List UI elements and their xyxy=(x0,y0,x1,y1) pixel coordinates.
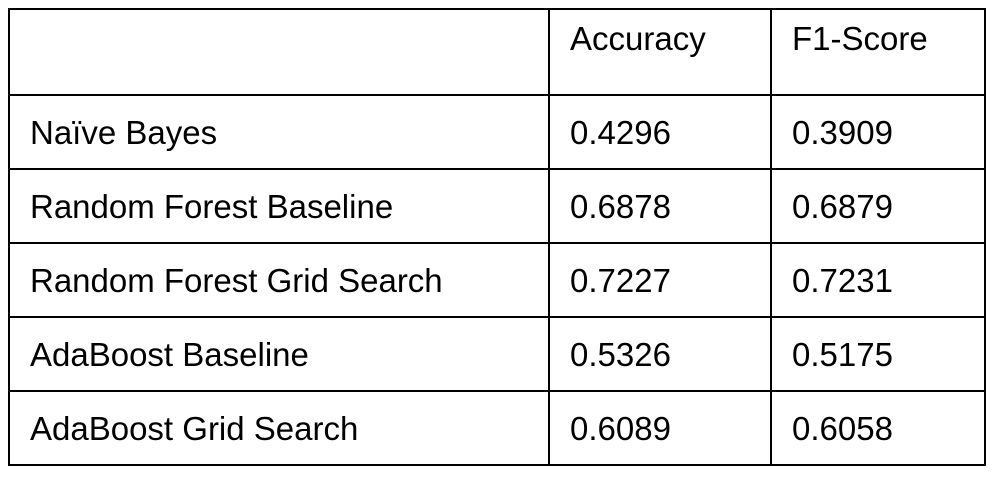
model-name-cell: AdaBoost Baseline xyxy=(8,316,550,392)
accuracy-cell: 0.6089 xyxy=(548,390,772,466)
model-name-cell: Naïve Bayes xyxy=(8,94,550,170)
table-row: Random Forest Baseline 0.6878 0.6879 xyxy=(8,168,986,244)
f1-score-cell: 0.3909 xyxy=(770,94,986,170)
f1-score-cell: 0.5175 xyxy=(770,316,986,392)
accuracy-cell: 0.7227 xyxy=(548,242,772,318)
model-name-cell: Random Forest Baseline xyxy=(8,168,550,244)
table-header-row: Accuracy F1-Score xyxy=(8,8,986,96)
results-table: Accuracy F1-Score Naïve Bayes 0.4296 0.3… xyxy=(8,8,986,466)
f1-score-cell: 0.7231 xyxy=(770,242,986,318)
model-name-cell: AdaBoost Grid Search xyxy=(8,390,550,466)
table-row: AdaBoost Baseline 0.5326 0.5175 xyxy=(8,316,986,392)
table-row: Random Forest Grid Search 0.7227 0.7231 xyxy=(8,242,986,318)
model-name-cell: Random Forest Grid Search xyxy=(8,242,550,318)
table-row: Naïve Bayes 0.4296 0.3909 xyxy=(8,94,986,170)
header-cell-f1-score: F1-Score xyxy=(770,8,986,96)
table-row: AdaBoost Grid Search 0.6089 0.6058 xyxy=(8,390,986,466)
accuracy-cell: 0.4296 xyxy=(548,94,772,170)
f1-score-cell: 0.6058 xyxy=(770,390,986,466)
header-cell-accuracy: Accuracy xyxy=(548,8,772,96)
header-cell-model xyxy=(8,8,550,96)
accuracy-cell: 0.5326 xyxy=(548,316,772,392)
f1-score-cell: 0.6879 xyxy=(770,168,986,244)
accuracy-cell: 0.6878 xyxy=(548,168,772,244)
